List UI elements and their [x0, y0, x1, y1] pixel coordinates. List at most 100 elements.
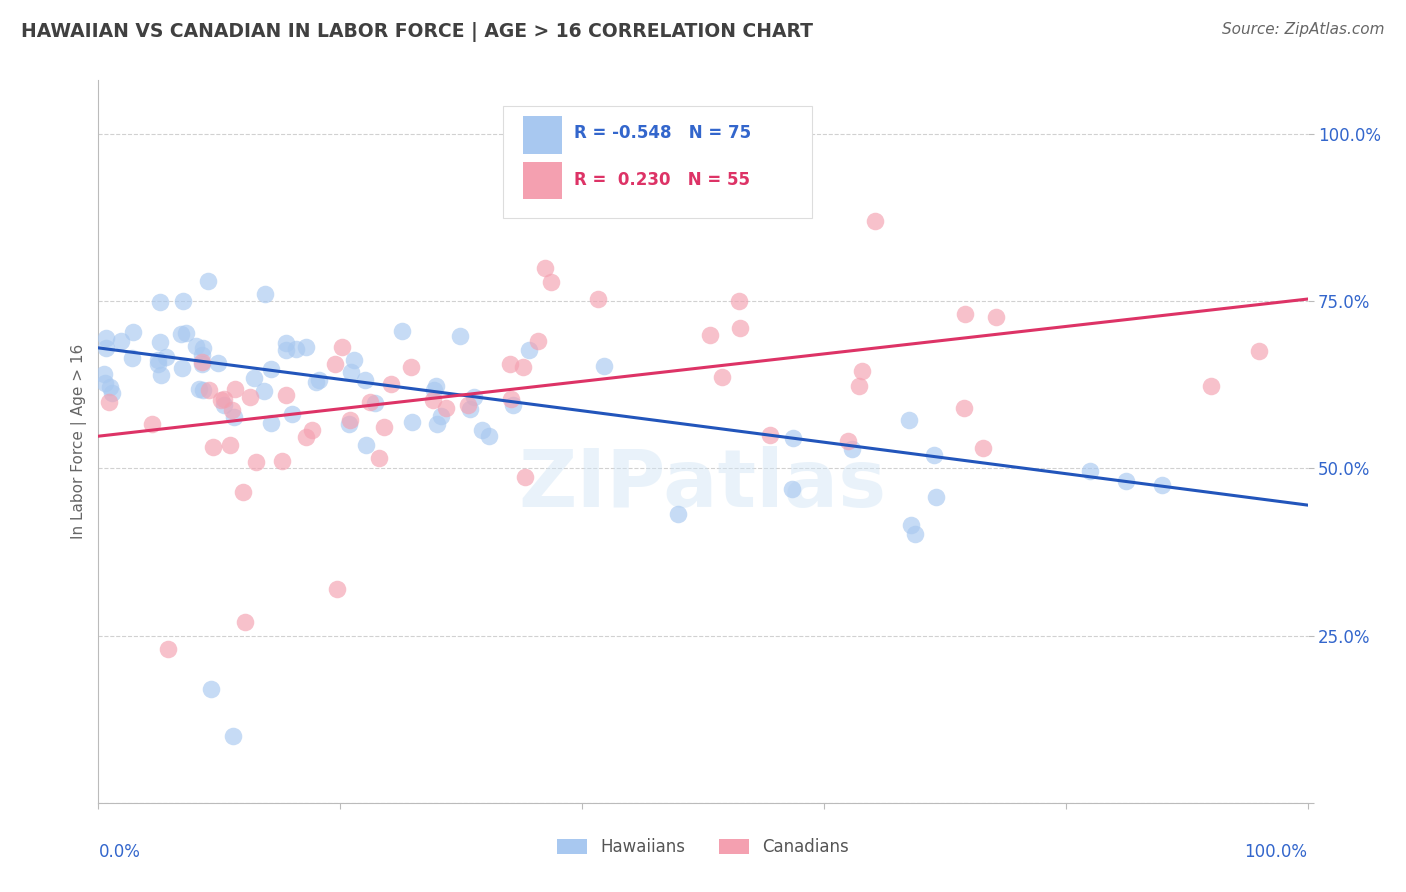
FancyBboxPatch shape: [503, 105, 811, 218]
Point: [841, 442, 863, 457]
Point: [517, 343, 540, 358]
Point: [499, 357, 522, 371]
Point: [699, 328, 721, 343]
Point: [972, 441, 994, 455]
Point: [401, 360, 423, 375]
Point: [339, 365, 361, 379]
Point: [101, 386, 124, 401]
Point: [780, 482, 803, 496]
Point: [502, 398, 524, 412]
Point: [260, 362, 283, 376]
Point: [260, 416, 283, 430]
Point: [172, 294, 194, 309]
Point: [172, 361, 194, 376]
Point: [190, 357, 212, 371]
Legend: Hawaiians, Canadians: Hawaiians, Canadians: [551, 831, 855, 863]
Point: [848, 378, 870, 392]
Point: [295, 340, 318, 354]
Point: [758, 427, 780, 442]
Point: [512, 359, 534, 374]
Point: [150, 368, 173, 383]
Point: [146, 353, 169, 368]
Point: [305, 375, 328, 389]
FancyBboxPatch shape: [523, 117, 561, 154]
Text: HAWAIIAN VS CANADIAN IN LABOR FORCE | AGE > 16 CORRELATION CHART: HAWAIIAN VS CANADIAN IN LABOR FORCE | AG…: [21, 22, 813, 42]
Point: [274, 343, 297, 358]
Point: [323, 357, 346, 371]
Point: [343, 353, 366, 368]
Point: [94, 331, 117, 345]
Point: [122, 325, 145, 339]
Point: [666, 508, 689, 522]
Point: [922, 448, 945, 462]
Point: [367, 451, 389, 466]
Point: [224, 410, 246, 425]
Point: [191, 383, 214, 397]
Point: [391, 324, 413, 338]
FancyBboxPatch shape: [523, 162, 561, 200]
Point: [274, 336, 297, 351]
Point: [373, 419, 395, 434]
Point: [588, 292, 610, 306]
Text: R =  0.230   N = 55: R = 0.230 N = 55: [574, 171, 749, 189]
Text: 0.0%: 0.0%: [98, 843, 141, 861]
Point: [94, 341, 117, 355]
Point: [193, 341, 215, 355]
Point: [457, 398, 479, 412]
Point: [141, 417, 163, 432]
Text: R = -0.548   N = 75: R = -0.548 N = 75: [574, 124, 751, 142]
Point: [232, 485, 254, 500]
Text: 100.0%: 100.0%: [1244, 843, 1308, 861]
Point: [711, 370, 734, 384]
Point: [332, 340, 354, 354]
Point: [212, 398, 235, 412]
Point: [176, 326, 198, 340]
Point: [538, 153, 561, 168]
Point: [280, 407, 302, 421]
Point: [904, 527, 927, 541]
Point: [184, 339, 207, 353]
Point: [270, 454, 292, 468]
Point: [1152, 477, 1174, 491]
Point: [592, 359, 614, 373]
Point: [730, 321, 752, 335]
Point: [221, 402, 243, 417]
Point: [198, 384, 221, 398]
Point: [953, 308, 976, 322]
Point: [1078, 465, 1101, 479]
Point: [170, 327, 193, 342]
Point: [149, 334, 172, 349]
Point: [155, 351, 177, 365]
Point: [200, 681, 222, 696]
Point: [156, 642, 179, 657]
Point: [863, 214, 886, 228]
Point: [363, 396, 385, 410]
Point: [782, 431, 804, 445]
Point: [458, 402, 481, 417]
Point: [463, 390, 485, 404]
Point: [434, 401, 457, 416]
Point: [326, 582, 349, 596]
Point: [354, 438, 377, 452]
Point: [222, 729, 245, 743]
Y-axis label: In Labor Force | Age > 16: In Labor Force | Age > 16: [72, 344, 87, 539]
Point: [534, 260, 557, 275]
Point: [851, 364, 873, 378]
Point: [201, 440, 224, 454]
Point: [986, 310, 1008, 325]
Point: [429, 409, 451, 424]
Point: [301, 423, 323, 437]
Point: [526, 334, 548, 349]
Point: [308, 373, 330, 387]
Point: [110, 334, 132, 348]
Point: [219, 438, 242, 452]
Point: [243, 371, 266, 385]
Point: [727, 293, 749, 308]
Point: [449, 329, 471, 343]
Point: [426, 417, 449, 431]
Point: [188, 382, 211, 396]
Point: [254, 287, 277, 301]
Point: [1249, 343, 1271, 358]
Point: [224, 382, 246, 396]
Point: [149, 295, 172, 310]
